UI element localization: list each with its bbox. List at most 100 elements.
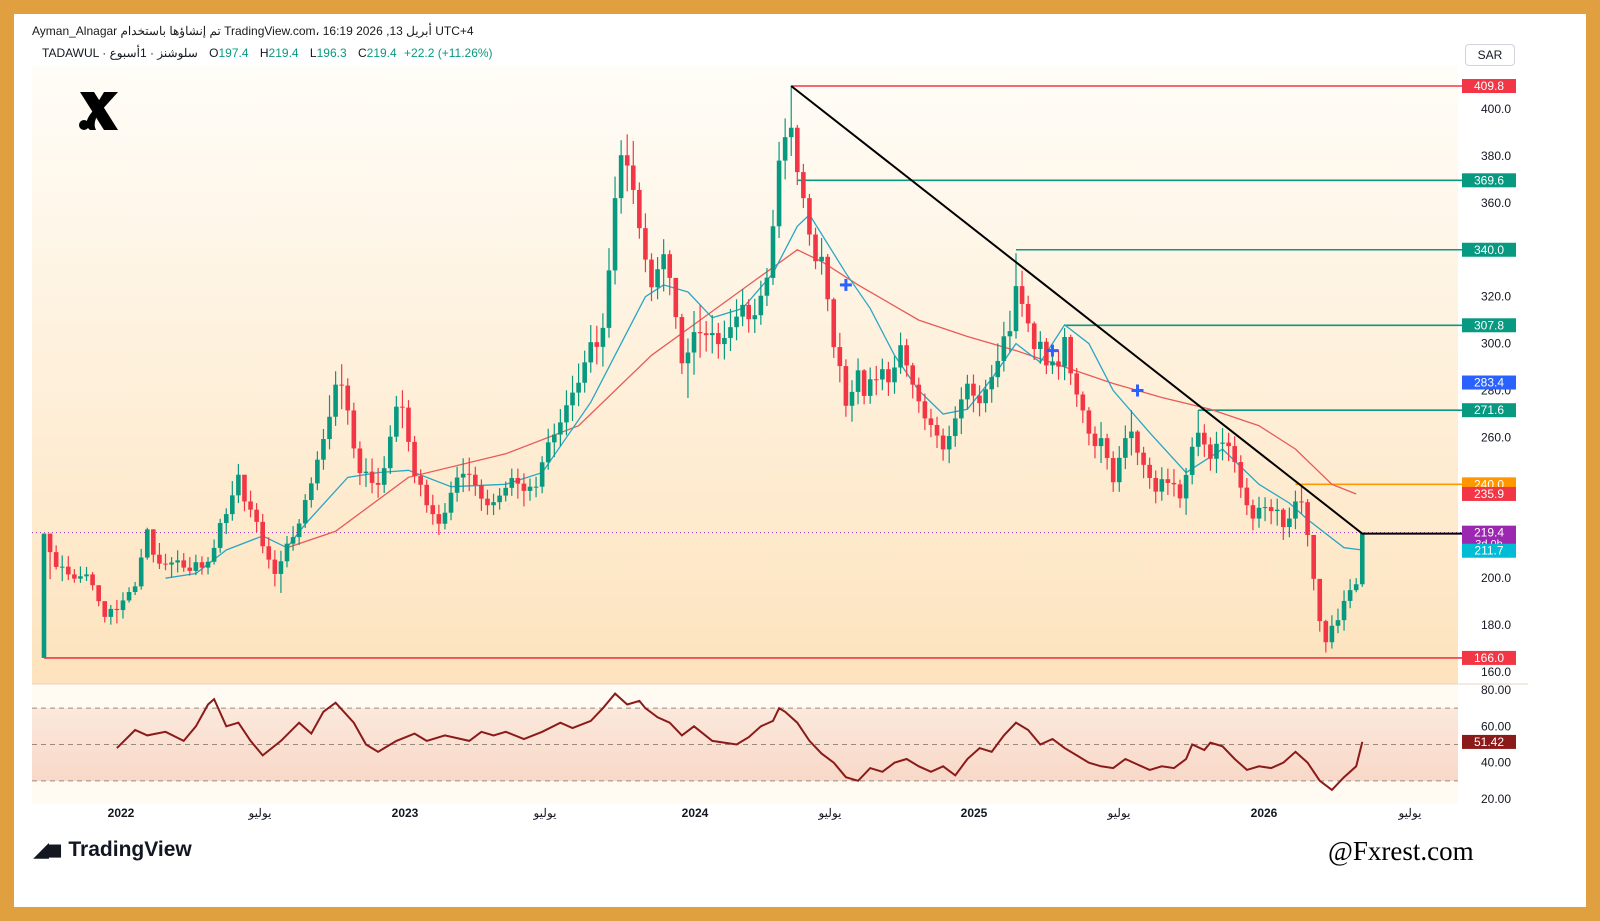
candle-body <box>1086 410 1092 434</box>
candle-body <box>436 514 442 524</box>
time-axis-label: 2022 <box>108 806 135 820</box>
candle-body <box>1159 479 1165 492</box>
candle-body <box>132 586 138 593</box>
candle-body <box>1062 337 1067 367</box>
candle-body <box>284 543 290 562</box>
candle-body <box>108 608 114 617</box>
candle-body <box>697 332 703 334</box>
candle-body <box>309 483 314 501</box>
currency-button[interactable]: SAR <box>1465 44 1515 66</box>
watermark-text: @Fxrest.com <box>1328 836 1474 866</box>
candle-body <box>460 473 466 478</box>
candle-body <box>72 574 77 579</box>
open-value: 197.4 <box>218 46 249 60</box>
candle-body <box>1001 336 1007 361</box>
candle-body <box>479 485 484 499</box>
candle-body <box>485 498 490 506</box>
time-axis-label: 2026 <box>1251 806 1278 820</box>
candle-body <box>1274 509 1280 512</box>
candle-body <box>1214 443 1219 459</box>
ema-slow-line <box>286 249 1357 549</box>
candle-body <box>387 436 393 469</box>
candle-body <box>1293 501 1298 519</box>
candle-body <box>442 512 448 524</box>
candle-body <box>333 384 338 417</box>
candle-body <box>278 561 284 574</box>
candle-body <box>138 557 144 587</box>
candle-body <box>521 483 527 491</box>
candle-body <box>825 256 830 300</box>
candle-body <box>236 474 241 496</box>
candle-body <box>357 448 363 474</box>
candle-body <box>776 160 782 227</box>
candle-body <box>163 563 168 565</box>
candle-body <box>217 523 223 548</box>
candle-body <box>1080 394 1086 411</box>
candle-body <box>381 468 387 485</box>
time-axis-label: يوليو <box>1106 806 1130 820</box>
price-tick-label: 160.0 <box>1481 665 1511 679</box>
candle-body <box>1232 446 1237 463</box>
candle-body <box>971 383 976 396</box>
symbol-text[interactable]: TADAWUL · سلوشنز · 1أسبوع <box>42 46 198 60</box>
candle-body <box>175 560 180 563</box>
candle-body <box>90 574 95 586</box>
candle-body <box>594 342 600 347</box>
candle-body <box>448 492 454 513</box>
candle-body <box>1092 433 1098 447</box>
candle-body <box>649 259 654 288</box>
candle-body <box>205 561 211 568</box>
candle-body <box>752 315 758 320</box>
symbol-ohlc-row: TADAWUL · سلوشنز · 1أسبوع O197.4 H219.4 … <box>42 46 493 60</box>
candle-body <box>916 384 922 402</box>
candle-body <box>102 601 108 617</box>
candle-body <box>922 401 928 419</box>
candle-body <box>1025 303 1031 324</box>
rsi-value-label: 51.42 <box>1474 735 1504 749</box>
candle-body <box>1323 621 1329 643</box>
candle-body <box>685 352 691 364</box>
candle-body <box>41 533 47 658</box>
candle-body <box>655 269 660 288</box>
rsi-value-badge <box>1462 734 1516 749</box>
candle-body <box>84 574 89 577</box>
tradingview-logo[interactable]: ◢◼ TradingView <box>34 838 192 862</box>
candle-body <box>412 441 417 477</box>
candle-body <box>1341 600 1347 621</box>
candle-body <box>1007 331 1013 337</box>
change-value: +22.2 (+11.26%) <box>404 46 493 60</box>
candle-body <box>539 462 545 487</box>
level-badge-label: 271.6 <box>1474 403 1504 417</box>
candle-body <box>728 327 733 338</box>
candle-body <box>1123 438 1128 458</box>
candle-body <box>1056 361 1061 367</box>
candle-body <box>910 365 916 385</box>
candle-body <box>1074 373 1080 395</box>
candle-body <box>582 362 587 383</box>
candle-body <box>667 254 673 278</box>
candle-body <box>600 327 606 347</box>
candle-body <box>151 529 156 555</box>
candle-body <box>782 137 788 161</box>
time-axis[interactable]: 2022 يوليو 2023 يوليو 2024 يوليو 2025 يوليو 2026… <box>108 806 1422 820</box>
trendline-group[interactable] <box>790 85 1468 535</box>
candle-body <box>819 256 824 262</box>
candle-body <box>339 384 344 386</box>
candle-body <box>1299 501 1304 503</box>
candle-body <box>1110 458 1116 483</box>
candle-body <box>351 410 357 449</box>
candle-body <box>157 554 162 564</box>
candle-body <box>1183 474 1189 499</box>
rsi-tick-label: 80.00 <box>1481 683 1511 697</box>
candle-body <box>867 379 873 396</box>
candle-body <box>66 566 71 575</box>
rsi-pane: 80.00 60.00 40.00 20.00 51.42 <box>32 683 1516 806</box>
candle-body <box>983 389 988 404</box>
candle-body <box>959 399 964 419</box>
price-tick-label: 360.0 <box>1481 196 1511 210</box>
price-tick-label: 300.0 <box>1481 337 1511 351</box>
candle-body <box>503 487 508 496</box>
candle-body <box>934 424 940 436</box>
